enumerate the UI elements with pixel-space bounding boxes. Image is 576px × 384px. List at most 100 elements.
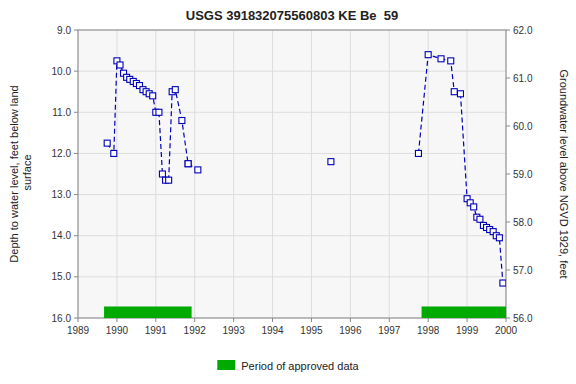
y2-tick-label: 60.0 [513,121,533,132]
y-tick-label: 16.0 [52,313,72,324]
grid-line [233,30,234,318]
y-tick-label: 15.0 [52,271,72,282]
grid [78,30,506,318]
y2-tick [506,78,510,79]
y2-tick [506,30,510,31]
x-tick [350,318,351,322]
marker [104,140,110,146]
x-tick [78,318,79,322]
marker [111,150,117,156]
y-axis-label-line: surface [21,154,33,193]
approved-period [104,306,192,318]
y-tick [74,235,78,236]
y-tick [74,276,78,277]
marker [185,161,191,167]
grid-line [78,276,506,277]
grid-line [272,30,273,318]
y2-axis-label: Groundwater level above NGVD 1929, feet [558,69,570,278]
x-tick [428,318,429,322]
title: USGS 391832075560803 KE Be 59 [186,8,399,23]
plot-area [78,30,506,318]
x-tick-label: 1996 [339,325,362,336]
axes: 1989199019911992199319941995199619971998… [52,25,533,337]
marker [415,150,421,156]
y2-tick-label: 62.0 [513,25,533,36]
grid-line [467,30,468,318]
marker [117,62,123,68]
marker [457,91,463,97]
background [0,0,576,384]
marker [471,204,477,210]
y2-tick-label: 61.0 [513,73,533,84]
y-tick [74,71,78,72]
y2-tick [506,222,510,223]
grid-line [350,30,351,318]
marker [425,52,431,58]
grid-line [311,30,312,318]
x-tick [389,318,390,322]
grid-line [155,30,156,318]
x-tick-label: 1992 [184,325,207,336]
y-tick-label: 11.0 [52,107,71,118]
legend-label: Period of approved data [241,360,359,372]
marker [185,161,191,167]
grid-line [78,235,506,236]
marker [195,167,201,173]
y2-tick-label: 56.0 [513,313,533,324]
y2-tick [506,318,510,319]
y2-tick-label: 58.0 [513,217,533,228]
y-tick-label: 13.0 [52,189,72,200]
y-tick-label: 10.0 [52,66,72,77]
y-axis-label: Depth to water level, feet below land su… [8,85,33,262]
x-tick [194,318,195,322]
x-tick [272,318,273,322]
x-tick-label: 1995 [300,325,323,336]
y2-tick [506,270,510,271]
x-tick-label: 1998 [417,325,440,336]
data [104,52,506,318]
y-tick [74,153,78,154]
line [418,55,502,283]
x-tick [155,318,156,322]
plot-frame [78,30,506,318]
y-tick-label: 12.0 [52,148,72,159]
marker [150,93,156,99]
y2-tick [506,174,510,175]
marker [156,109,162,115]
x-tick-label: 1991 [145,325,168,336]
x-tick [116,318,117,322]
y2-tick [506,126,510,127]
y-tick-label: 9.0 [57,25,71,36]
x-tick-label: 1993 [223,325,246,336]
x-tick-label: 1999 [456,325,479,336]
x-tick [506,318,507,322]
chart: 1989199019911992199319941995199619971998… [0,0,576,384]
grid-line [78,112,506,113]
y2-tick-label: 59.0 [513,169,533,180]
grid-line [389,30,390,318]
x-tick-label: 2000 [495,325,518,336]
legend-swatch [217,360,235,370]
marker [496,235,502,241]
grid-line [78,153,506,154]
grid-line [194,30,195,318]
marker [500,280,506,286]
x-tick-label: 1989 [67,325,90,336]
marker [477,216,483,222]
marker [179,118,185,124]
y-axis-label-line: Depth to water level, feet below land [8,85,20,262]
marker [438,56,444,62]
x-tick-label: 1990 [106,325,129,336]
grid-line [78,71,506,72]
legend: Period of approved data [217,360,359,372]
x-tick [233,318,234,322]
line [107,61,188,180]
x-tick-label: 1997 [378,325,401,336]
marker [328,159,334,165]
y-tick [74,30,78,31]
y-tick [74,318,78,319]
marker [159,171,165,177]
grid-line [428,30,429,318]
marker [166,177,172,183]
approved-period [422,306,506,318]
